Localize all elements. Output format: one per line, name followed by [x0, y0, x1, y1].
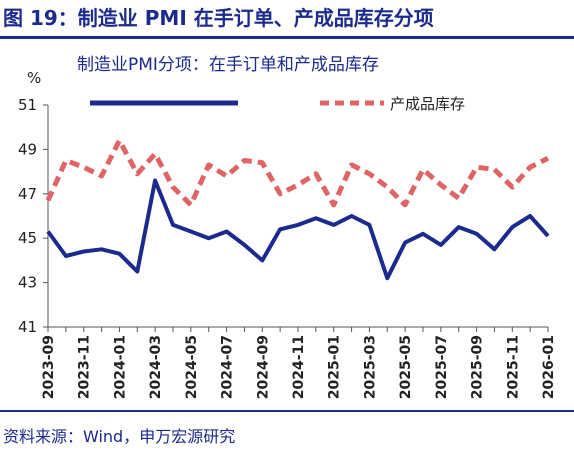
- y-tick-label: 51: [18, 96, 37, 114]
- y-tick-label: 49: [18, 140, 37, 158]
- series-layer: [45, 138, 550, 281]
- y-tick-label: 45: [18, 229, 37, 247]
- legend-label-inventory: 产成品库存: [390, 95, 465, 113]
- source-note: 资料来源：Wind，申万宏源研究: [3, 427, 236, 446]
- y-tick-label: 43: [18, 274, 37, 292]
- y-tick-label: 41: [18, 318, 37, 336]
- x-tick-label: 2025-01: [327, 335, 343, 399]
- x-tick-label: 2024-07: [220, 335, 236, 399]
- x-ticks: 2023-09 2023-11 2024-01 2024-03 2024-05 2024-…: [41, 327, 557, 399]
- x-tick-label: 2025-11: [505, 335, 521, 399]
- x-tick-label: 2024-01: [112, 335, 128, 399]
- x-tick-label: 2024-09: [255, 335, 271, 399]
- line-chart: 制造业PMI分项：在手订单和产成品库存 % 产成品库存 41 43 45 47 49 51…: [18, 55, 557, 399]
- source-rule: [0, 410, 574, 412]
- x-tick-label: 2024-05: [184, 335, 200, 399]
- x-tick-label: 2026-01: [541, 335, 557, 399]
- x-tick-label: 2025-03: [362, 335, 378, 399]
- legend: 产成品库存: [90, 95, 465, 113]
- series-line-inventory: [45, 138, 550, 208]
- figure-title: 图 19：制造业 PMI 在手订单、产成品库存分项: [3, 6, 434, 30]
- y-tick-label: 47: [18, 185, 37, 203]
- y-axis-label: %: [27, 69, 41, 87]
- x-tick-label: 2025-07: [434, 335, 450, 399]
- x-tick-label: 2025-05: [398, 335, 414, 399]
- x-tick-label: 2023-09: [41, 335, 57, 399]
- x-tick-label: 2025-09: [470, 335, 486, 399]
- x-tick-label: 2024-03: [148, 335, 164, 399]
- chart-title: 制造业PMI分项：在手订单和产成品库存: [77, 55, 379, 75]
- y-ticks: 41 43 45 47 49 51: [18, 96, 48, 336]
- x-tick-label: 2024-11: [291, 335, 307, 399]
- x-tick-label: 2023-11: [77, 335, 93, 399]
- series-line-orders: [46, 178, 550, 281]
- title-rule: [0, 36, 574, 39]
